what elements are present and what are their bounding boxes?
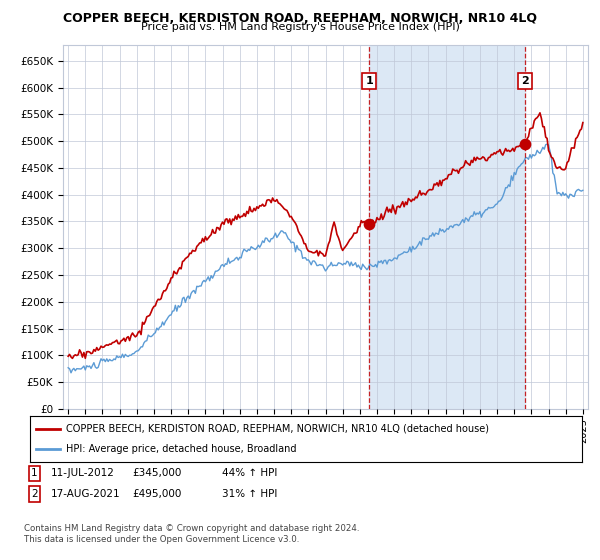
- Text: 1: 1: [31, 468, 38, 478]
- Text: 2: 2: [521, 76, 529, 86]
- Text: Contains HM Land Registry data © Crown copyright and database right 2024.
This d: Contains HM Land Registry data © Crown c…: [24, 524, 359, 544]
- Text: COPPER BEECH, KERDISTON ROAD, REEPHAM, NORWICH, NR10 4LQ (detached house): COPPER BEECH, KERDISTON ROAD, REEPHAM, N…: [66, 424, 489, 434]
- Bar: [369, 45, 525, 409]
- Text: HPI: Average price, detached house, Broadland: HPI: Average price, detached house, Broa…: [66, 444, 296, 454]
- Text: Price paid vs. HM Land Registry's House Price Index (HPI): Price paid vs. HM Land Registry's House …: [140, 22, 460, 32]
- Text: 17-AUG-2021: 17-AUG-2021: [51, 489, 121, 499]
- Text: COPPER BEECH, KERDISTON ROAD, REEPHAM, NORWICH, NR10 4LQ: COPPER BEECH, KERDISTON ROAD, REEPHAM, N…: [63, 12, 537, 25]
- Text: £345,000: £345,000: [132, 468, 181, 478]
- Text: 44% ↑ HPI: 44% ↑ HPI: [222, 468, 277, 478]
- Text: 1: 1: [365, 76, 373, 86]
- Text: £495,000: £495,000: [132, 489, 181, 499]
- Point: [364, 220, 374, 228]
- Text: 31% ↑ HPI: 31% ↑ HPI: [222, 489, 277, 499]
- Text: 11-JUL-2012: 11-JUL-2012: [51, 468, 115, 478]
- Text: 2: 2: [31, 489, 38, 499]
- Point: [520, 139, 530, 148]
